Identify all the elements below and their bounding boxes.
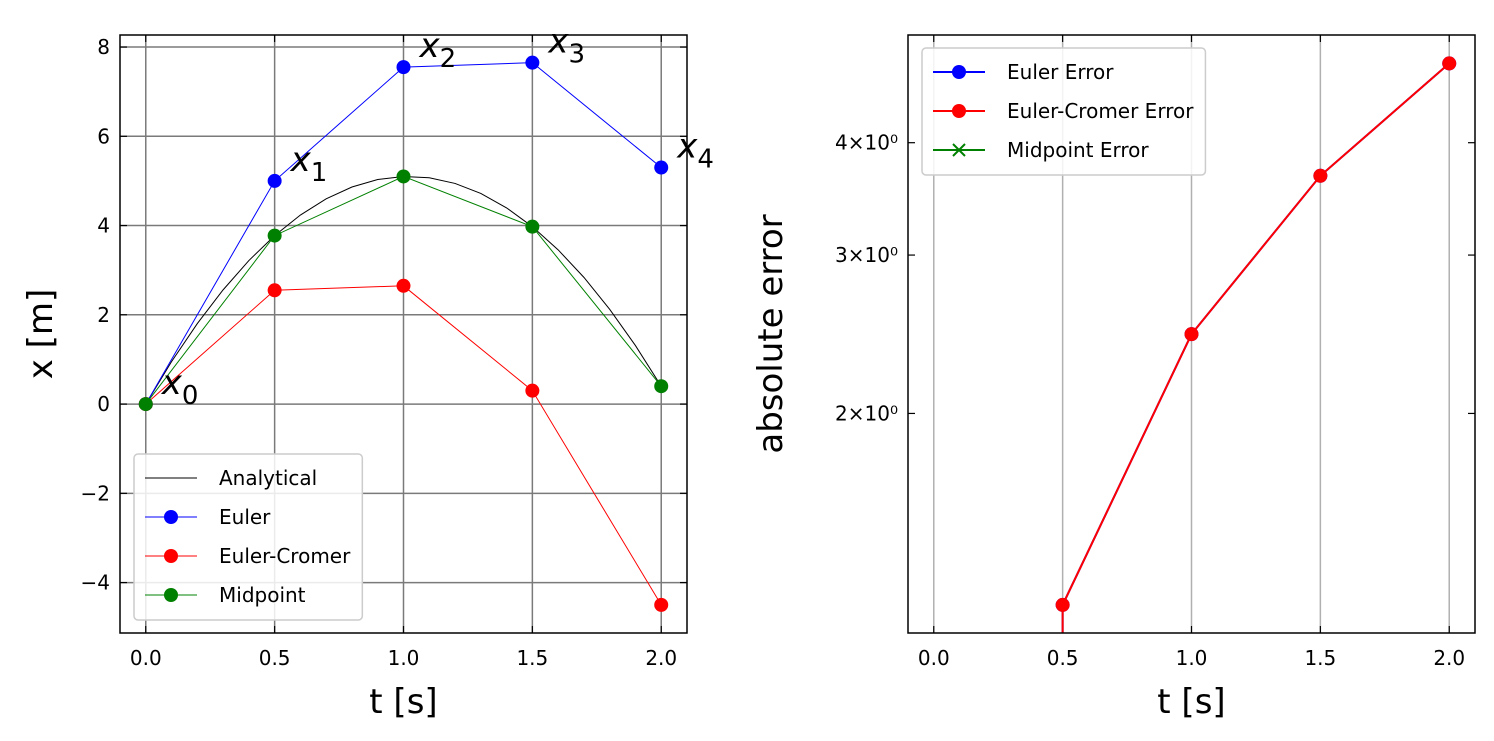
legend: Analytical Euler Euler-Cromer Midpoint bbox=[133, 453, 364, 621]
marker bbox=[525, 383, 540, 398]
marker bbox=[267, 228, 282, 243]
legend-label: Euler Error bbox=[1007, 60, 1114, 84]
legend-label: Analytical bbox=[219, 466, 317, 490]
point-label: x1 bbox=[290, 140, 328, 188]
marker bbox=[396, 169, 411, 184]
legend-marker bbox=[952, 65, 966, 79]
y-axis-label: absolute error bbox=[751, 214, 791, 453]
y-tick-label: 6 bbox=[97, 124, 110, 148]
x-tick-label: 0.0 bbox=[918, 646, 950, 670]
plot-area bbox=[138, 55, 669, 612]
x-tick-label: 1.0 bbox=[1176, 646, 1208, 670]
legend-label: Euler bbox=[219, 505, 271, 529]
legend: Euler Error Euler-Cromer Error Midpoint Er… bbox=[921, 47, 1207, 176]
marker bbox=[1442, 56, 1457, 71]
marker bbox=[396, 60, 411, 75]
legend-label: Euler-Cromer bbox=[219, 544, 351, 568]
legend-label: Midpoint bbox=[219, 583, 306, 607]
marker bbox=[396, 278, 411, 293]
point-label-text: x bbox=[161, 363, 183, 403]
x-tick-label: 1.5 bbox=[1304, 646, 1336, 670]
y-tick-label: 0 bbox=[97, 392, 110, 416]
legend-marker bbox=[164, 588, 178, 602]
point-label: x3 bbox=[547, 22, 585, 70]
point-label-sub: 0 bbox=[182, 381, 199, 411]
marker bbox=[654, 597, 669, 612]
y-axis-label: x [m] bbox=[21, 289, 61, 380]
marker bbox=[1313, 168, 1328, 183]
x-tick-label: 0.5 bbox=[1047, 646, 1079, 670]
y-tick-label: 4 bbox=[97, 214, 110, 238]
x-axis-label: t [s] bbox=[1157, 682, 1225, 722]
legend-marker bbox=[164, 549, 178, 563]
marker bbox=[525, 55, 540, 70]
marker bbox=[267, 173, 282, 188]
y-tick-label: 8 bbox=[97, 35, 110, 59]
y-tick-label: 4×10⁰ bbox=[835, 131, 898, 155]
legend-box bbox=[921, 47, 1207, 176]
marker bbox=[1184, 327, 1199, 342]
marker bbox=[654, 379, 669, 394]
x-tick-label: 1.0 bbox=[388, 646, 420, 670]
y-tick-label: 2 bbox=[97, 303, 110, 327]
point-label-sub: 2 bbox=[440, 44, 457, 74]
marker bbox=[525, 219, 540, 234]
x-tick-label: 1.5 bbox=[516, 646, 548, 670]
y-tick-label: −2 bbox=[81, 481, 110, 505]
point-label: x0 bbox=[161, 363, 199, 411]
point-label: x4 bbox=[676, 127, 714, 175]
x-axis-label: t [s] bbox=[369, 682, 437, 722]
subplot: 0.0 0.5 1.0 1.5 2.0 2×10⁰ 3×10⁰ 4×10⁰ t [s] absol… bbox=[751, 34, 1476, 722]
y-tick-label: 2×10⁰ bbox=[835, 401, 898, 425]
axes-frame bbox=[907, 34, 1476, 634]
marker bbox=[654, 160, 669, 175]
marker bbox=[267, 283, 282, 298]
point-label-sub: 3 bbox=[568, 40, 585, 70]
legend-label: Midpoint Error bbox=[1007, 138, 1149, 162]
x-tick-label: 0.5 bbox=[259, 646, 291, 670]
point-label-sub: 4 bbox=[697, 145, 714, 175]
legend-marker bbox=[952, 104, 966, 118]
legend-label: Euler-Cromer Error bbox=[1007, 99, 1194, 123]
point-label-text: x bbox=[290, 140, 312, 180]
marker bbox=[1055, 597, 1070, 612]
x-tick-label: 2.0 bbox=[645, 646, 677, 670]
point-label-text: x bbox=[547, 22, 569, 62]
plot-area bbox=[1055, 56, 1457, 633]
point-label-text: x bbox=[419, 26, 441, 66]
x-tick-label: 0.0 bbox=[130, 646, 162, 670]
point-label-sub: 1 bbox=[311, 158, 328, 188]
point-label: x2 bbox=[419, 26, 457, 74]
axes-frame bbox=[119, 34, 688, 634]
y-tick-label: 3×10⁰ bbox=[835, 243, 898, 267]
legend-box bbox=[133, 453, 364, 621]
marker bbox=[138, 397, 153, 412]
y-tick-label: −4 bbox=[81, 571, 110, 595]
legend-marker bbox=[952, 143, 966, 157]
x-tick-label: 2.0 bbox=[1433, 646, 1465, 670]
legend-marker bbox=[164, 510, 178, 524]
